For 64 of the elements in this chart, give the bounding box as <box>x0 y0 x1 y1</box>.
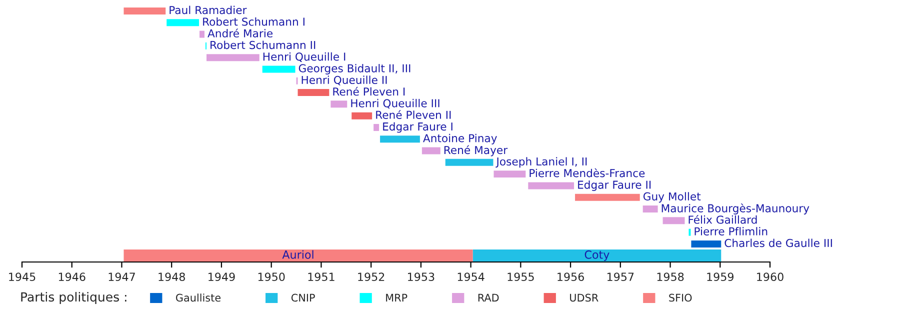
y-tick-label: Edgar Faure I <box>383 122 452 133</box>
y-tick-label: Paul Ramadier <box>170 6 247 14</box>
bar <box>206 54 260 62</box>
data-label: Auriol <box>282 250 314 259</box>
legend-label: Gaulliste <box>176 294 221 302</box>
x-tick-label: 1952 <box>358 272 384 282</box>
y-tick-label: André Marie <box>208 28 273 38</box>
y-tick-label: Robert Schumann I <box>203 17 304 26</box>
bar <box>691 240 722 248</box>
y-tick-label: Pierre Mendès-France <box>530 168 645 178</box>
legend-title: Partis politiques : <box>21 292 126 304</box>
x-tick-label: 1956 <box>558 272 584 282</box>
y-tick-label: Georges Bidault II, III <box>298 64 410 74</box>
x-tick-label: 1951 <box>308 272 334 282</box>
y-tick-label: Félix Gaillard <box>688 214 757 224</box>
bar <box>124 7 166 14</box>
y-tick-label: Henri Queuille III <box>351 98 440 109</box>
x-tick-label: 1955 <box>508 272 534 282</box>
legend-label: SFIO <box>669 294 692 302</box>
x-tick-label: 1958 <box>657 272 684 282</box>
x-tick-label: 1953 <box>408 272 434 282</box>
bar <box>352 112 372 120</box>
x-tick-label: 1948 <box>158 272 185 282</box>
bar <box>166 19 200 26</box>
x-tick-label: 1957 <box>607 272 634 282</box>
y-tick-label: Pierre Pflimlin <box>694 227 768 236</box>
y-tick-label: Robert Schumann II <box>210 40 316 50</box>
bar <box>494 170 526 178</box>
x-tick-label: 1954 <box>458 272 484 282</box>
x-tick-label: 1950 <box>258 272 285 282</box>
y-tick-label: Henri Queuille I <box>263 52 346 62</box>
bar <box>330 100 348 108</box>
x-tick-label: 1947 <box>108 272 135 282</box>
legend-label: UDSR <box>570 294 598 302</box>
bar <box>298 89 330 96</box>
y-tick-label: Maurice Bourgès-Maunoury <box>662 204 810 214</box>
y-tick-label: Antoine Pinay <box>423 134 497 144</box>
bar <box>374 124 380 131</box>
y-tick-label: René Pleven I <box>333 86 405 96</box>
legend-label: MRP <box>386 294 408 302</box>
y-tick-label: Charles de Gaulle III <box>724 238 832 248</box>
bar <box>575 194 640 201</box>
bar <box>380 136 420 143</box>
bar <box>528 182 574 190</box>
bar <box>200 30 205 38</box>
bar <box>262 66 296 73</box>
bar <box>445 158 494 166</box>
bar <box>662 217 685 224</box>
y-tick-label: René Mayer <box>444 145 508 156</box>
legend-label: RAD <box>478 294 499 302</box>
x-tick-label: 1946 <box>58 272 86 282</box>
x-tick-label: 1949 <box>208 272 235 282</box>
bar <box>422 147 440 154</box>
bar <box>642 206 658 212</box>
x-tick-label: 1945 <box>9 272 36 282</box>
y-tick-label: Edgar Faure II <box>578 180 651 191</box>
y-tick-label: Joseph Laniel I, II <box>496 157 587 168</box>
y-tick-label: René Pleven II <box>376 110 451 119</box>
y-tick-label: Henri Queuille II <box>302 76 387 86</box>
y-tick-label: Guy Mollet <box>643 192 701 203</box>
legend-label: CNIP <box>291 294 315 302</box>
data-label: Coty <box>584 250 610 261</box>
x-tick-label: 1960 <box>757 272 784 282</box>
x-tick-label: 1959 <box>707 272 734 282</box>
